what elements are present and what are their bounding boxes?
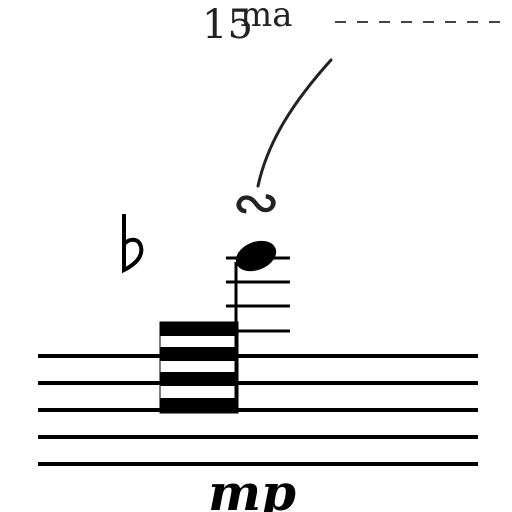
- turn-glyph: ∾: [232, 168, 281, 236]
- beam: [160, 322, 238, 336]
- staff: [38, 354, 478, 466]
- turn-icon: ∾: [232, 168, 281, 236]
- beam-outline: [159, 321, 239, 414]
- slur-curve: [256, 58, 333, 188]
- ottava-number: 15: [202, 2, 253, 48]
- beam: [160, 372, 238, 386]
- ottava-marking: 15 ma: [202, 0, 508, 48]
- beam: [160, 347, 238, 361]
- beam: [160, 398, 238, 413]
- flat-bowl: [122, 237, 144, 274]
- ottava-suffix: ma: [240, 0, 293, 35]
- dynamic-marking: mp: [208, 463, 296, 512]
- notehead: [235, 240, 277, 272]
- flat-icon: [122, 214, 144, 274]
- beam-stack: [159, 321, 239, 414]
